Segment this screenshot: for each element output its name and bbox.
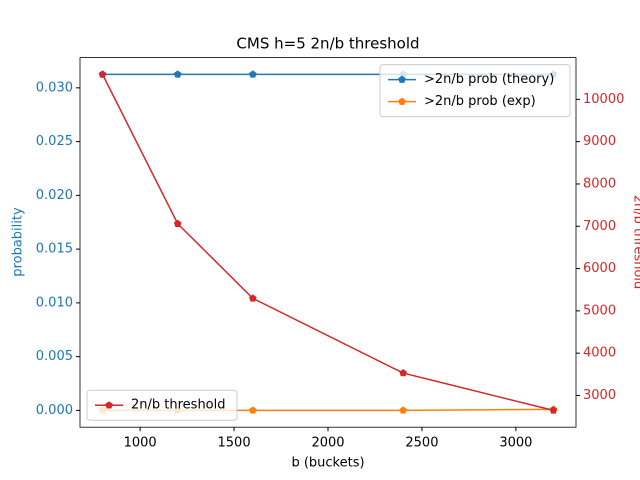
point xyxy=(249,406,257,414)
legend-box xyxy=(379,64,571,118)
y2-tick-label: 9000 xyxy=(583,134,616,149)
y2-tick-label: 7000 xyxy=(583,219,616,234)
chart-title: CMS h=5 2n/b threshold xyxy=(236,35,419,53)
x-tick-label: 3000 xyxy=(499,436,532,451)
legend-marker xyxy=(398,97,406,105)
legend-marker xyxy=(398,75,406,83)
x-tick-label: 1000 xyxy=(124,436,157,451)
point xyxy=(173,219,182,227)
y2-tick-label: 6000 xyxy=(583,261,616,276)
point xyxy=(249,294,257,302)
point xyxy=(399,369,407,377)
x-tick-label: 1500 xyxy=(218,436,251,451)
y2-tick-label: 8000 xyxy=(583,176,616,191)
y-tick-label: 0.020 xyxy=(36,188,73,203)
y-axis-label: probability xyxy=(11,207,26,277)
y-tick-label: 0.025 xyxy=(36,134,73,149)
point xyxy=(173,70,182,78)
x-tick-label: 2500 xyxy=(405,436,438,451)
point xyxy=(249,70,257,78)
point xyxy=(98,70,107,78)
y2-tick-label: 3000 xyxy=(583,388,616,403)
point xyxy=(549,406,558,414)
series-line xyxy=(101,74,554,412)
y-tick-label: 0.005 xyxy=(36,349,73,364)
y-tick-label: 0.010 xyxy=(36,295,73,310)
legend-label: >2n/b prob (exp) xyxy=(424,94,536,109)
legend-box xyxy=(86,389,238,421)
y-tick-label: 0.000 xyxy=(36,403,73,418)
legend-marker xyxy=(105,401,113,409)
y-tick-label: 0.030 xyxy=(36,80,73,95)
x-tick-label: 2000 xyxy=(311,436,344,451)
legend-label: 2n/b threshold xyxy=(131,398,226,413)
point xyxy=(399,406,407,414)
y2-tick-label: 5000 xyxy=(583,303,616,318)
x-axis-label: b (buckets) xyxy=(291,456,364,471)
y2-tick-label: 4000 xyxy=(583,346,616,361)
y2-tick-label: 10000 xyxy=(583,92,624,107)
y2-axis-label: 2n/b threshold xyxy=(631,195,640,290)
y-tick-label: 0.015 xyxy=(36,242,73,257)
legend-label: >2n/b prob (theory) xyxy=(424,72,554,87)
